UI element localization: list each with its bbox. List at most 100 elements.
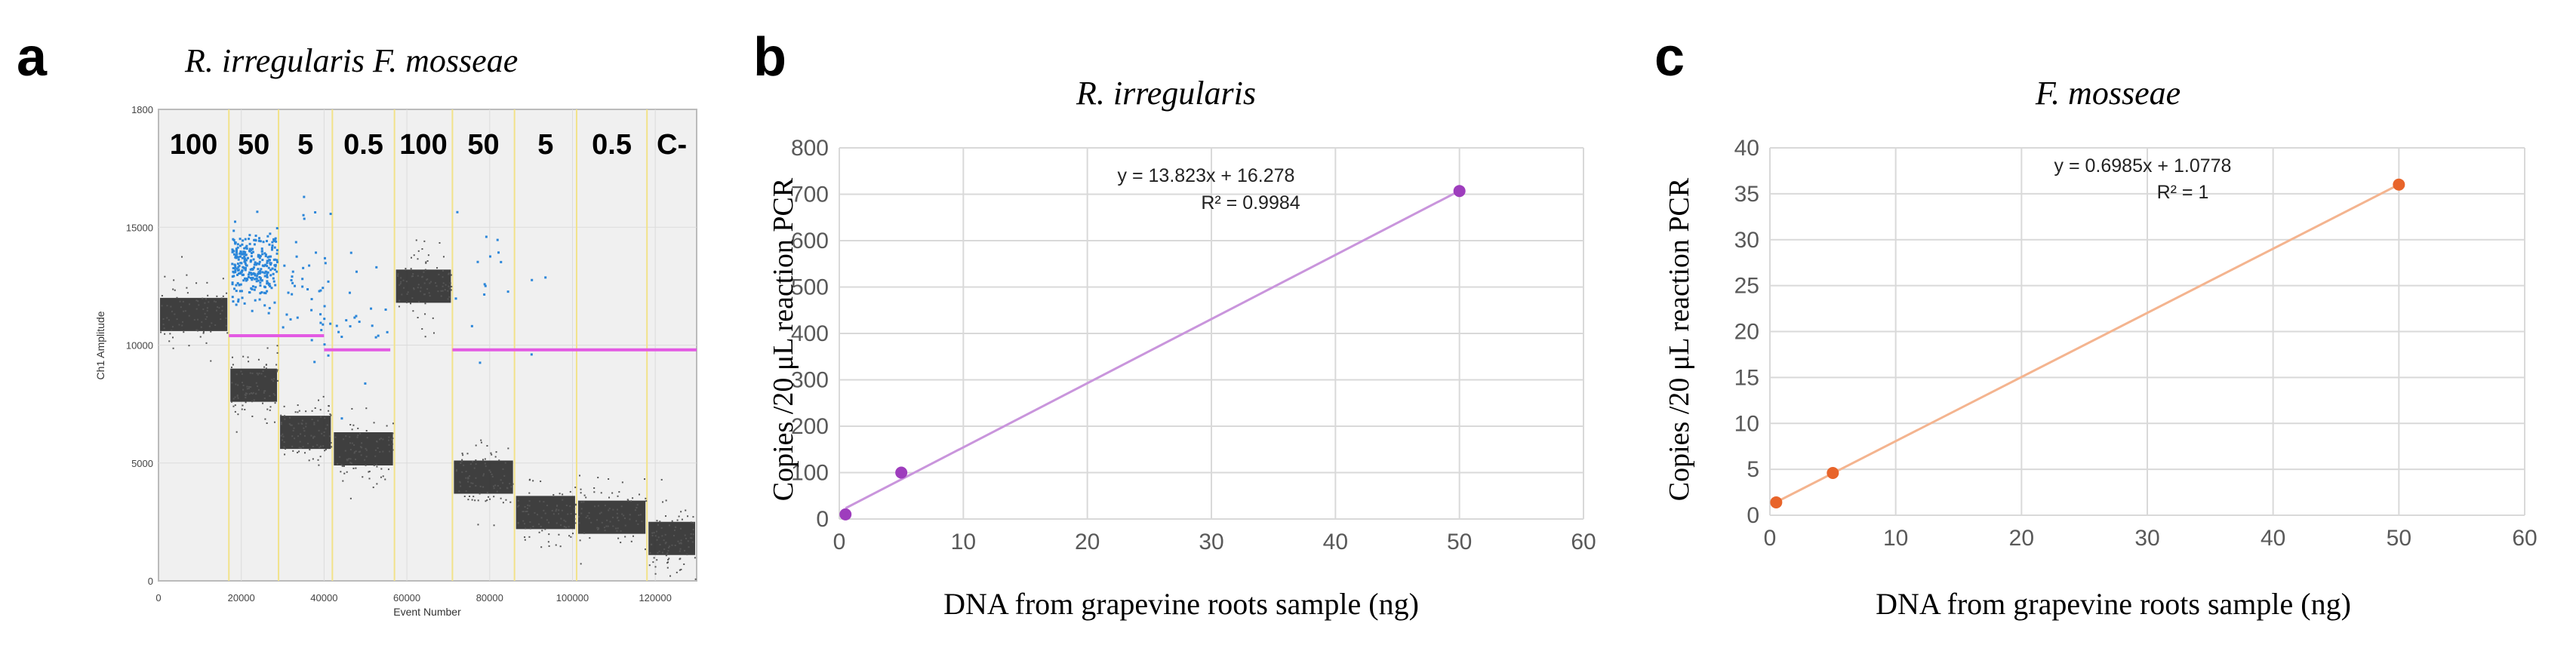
chart-b-y-tick-label: 200 [791,414,829,439]
chart-b-x-tick-label: 0 [833,530,846,554]
negative-cluster-scatter [280,395,333,466]
negative-cluster-scatter [577,474,648,565]
chart-c-x-tick-label: 20 [2009,526,2034,551]
chart-c-y-tick-label: 20 [1734,320,1759,345]
ddpcr-y-tick-label: 1800 [131,104,153,115]
ddpcr-x-tick-label: 20000 [228,592,255,603]
negative-cluster-core [648,521,695,555]
negative-cluster-core [280,416,331,450]
chart-b-x-tick-label: 60 [1571,530,1596,554]
chart-c-y-tick-label: 40 [1734,136,1759,161]
positive-cluster [335,251,389,420]
negative-cluster-core [454,460,513,494]
dose-label: 100 [399,129,447,161]
panel-b-title: R. irregularis [1076,75,1256,112]
dose-label: 50 [238,129,269,161]
well-boundaries [228,109,648,581]
chart-c-x-tick-label: 10 [1883,526,1908,551]
dose-label: 0.5 [343,129,383,161]
chart-c-y-tick-label: 35 [1734,182,1759,207]
ddpcr-y-tick-label: 10000 [126,340,153,352]
ddpcr-x-tick-label: 60000 [393,592,420,603]
chart-c-y-tick-label: 15 [1734,365,1759,390]
positive-cluster [454,210,509,364]
dose-labels: 100 50 5 0.5 100 50 5 0.5 C- [170,129,687,161]
ddpcr-axes: 0 20000 40000 60000 80000 100000 120000 0 5000 10… [126,104,672,603]
chart-c-y-tick-label: 10 [1734,411,1759,436]
ddpcr-x-tick-label: 100000 [556,592,589,603]
chart-b-equation: y = 13.823x + 16.278 [1118,165,1295,186]
negative-cluster-scatter [160,256,229,362]
chart-c-xlabel: DNA from grapevine roots sample (ng) [1876,587,2351,621]
chart-c-data-point [2393,178,2405,191]
ddpcr-y-tick-label: 15000 [126,222,153,233]
chart-c-plot: 0 10 20 30 40 50 60 0 5 10 15 20 25 30 35 40 [1734,136,2538,551]
threshold-lines [229,334,697,352]
positive-droplet-clusters [231,195,547,420]
chart-c-y-tick-label: 5 [1747,457,1759,482]
dose-label: 0.5 [592,129,632,161]
chart-b-x-tick-label: 50 [1447,530,1472,554]
chart-b-data-point [839,508,852,521]
chart-b-y-tick-label: 0 [816,507,829,532]
chart-b-x-tick-label: 40 [1323,530,1348,554]
chart-c-r2: R² = 1 [2157,182,2209,203]
panel-a: a R. irregularis F. mosseae 100 50 5 0.5 100… [17,27,697,618]
chart-c-data-point [1770,496,1783,508]
negative-cluster-core [334,432,393,465]
chart-c-x-tick-label: 60 [2512,526,2537,551]
chart-c-y-tick-label: 0 [1747,503,1759,528]
ddpcr-y-tick-label: 0 [148,576,153,587]
panel-a-letter: a [17,27,48,88]
negative-cluster-core [395,269,451,303]
chart-c-ylabel: Copies /20 μL reaction PCR [1663,177,1695,501]
chart-c-x-tick-label: 30 [2134,526,2159,551]
chart-b-data-point [895,466,908,479]
positive-cluster [530,276,547,356]
dose-label: C- [657,129,687,161]
dose-label: 5 [297,129,313,161]
chart-c-x-tick-label: 50 [2387,526,2411,551]
panel-b: b R. irregularis 0 10 20 30 40 50 600100200300… [753,27,1596,621]
dose-label: 5 [537,129,553,161]
chart-c-x-tick-label: 0 [1764,526,1777,551]
chart-b-x-tick-label: 30 [1199,530,1223,554]
chart-b-y-tick-label: 600 [791,229,829,253]
dose-label: 100 [170,129,217,161]
chart-c-equation: y = 0.6985x + 1.0778 [2054,155,2232,177]
negative-droplet-clusters [160,239,697,580]
ddpcr-x-tick-label: 40000 [310,592,337,603]
negative-cluster-core [577,500,646,534]
chart-b-y-tick-label: 300 [791,368,829,393]
ddpcr-x-tick-label: 120000 [639,592,671,603]
negative-cluster-scatter [455,439,514,527]
panel-b-letter: b [753,27,786,88]
negative-cluster-scatter [334,407,394,499]
ddpcr-gridlines [158,109,697,581]
panel-c-title: F. mosseae [2035,75,2181,112]
chart-b-y-tick-label: 800 [791,136,829,161]
chart-b-x-tick-label: 20 [1075,530,1100,554]
chart-b-y-tick-label: 500 [791,275,829,300]
negative-cluster-core [516,496,575,530]
chart-c-trendline [1775,183,2400,503]
panel-a-xlabel: Event Number [393,606,461,618]
negative-cluster-scatter [516,478,577,548]
panel-c: c F. mosseae 0 10 20 30 40 50 60 0 5 10 15 20 25 30 35… [1654,27,2538,621]
dose-label: 50 [467,129,499,161]
negative-cluster-scatter [230,345,279,433]
negative-cluster-core [160,297,228,331]
chart-b-x-tick-label: 10 [951,530,976,554]
chart-b-xlabel: DNA from grapevine roots sample (ng) [943,587,1419,621]
chart-b-r2: R² = 0.9984 [1201,192,1300,213]
chart-b-data-point [1453,185,1466,198]
chart-b-y-tick-label: 700 [791,183,829,207]
panel-c-letter: c [1654,27,1685,88]
negative-cluster-scatter [397,239,453,338]
positive-cluster [231,210,279,315]
positive-cluster [282,195,332,364]
panel-a-ylabel: Ch1 Amplitude [94,311,106,379]
chart-c-x-tick-label: 40 [2261,526,2285,551]
